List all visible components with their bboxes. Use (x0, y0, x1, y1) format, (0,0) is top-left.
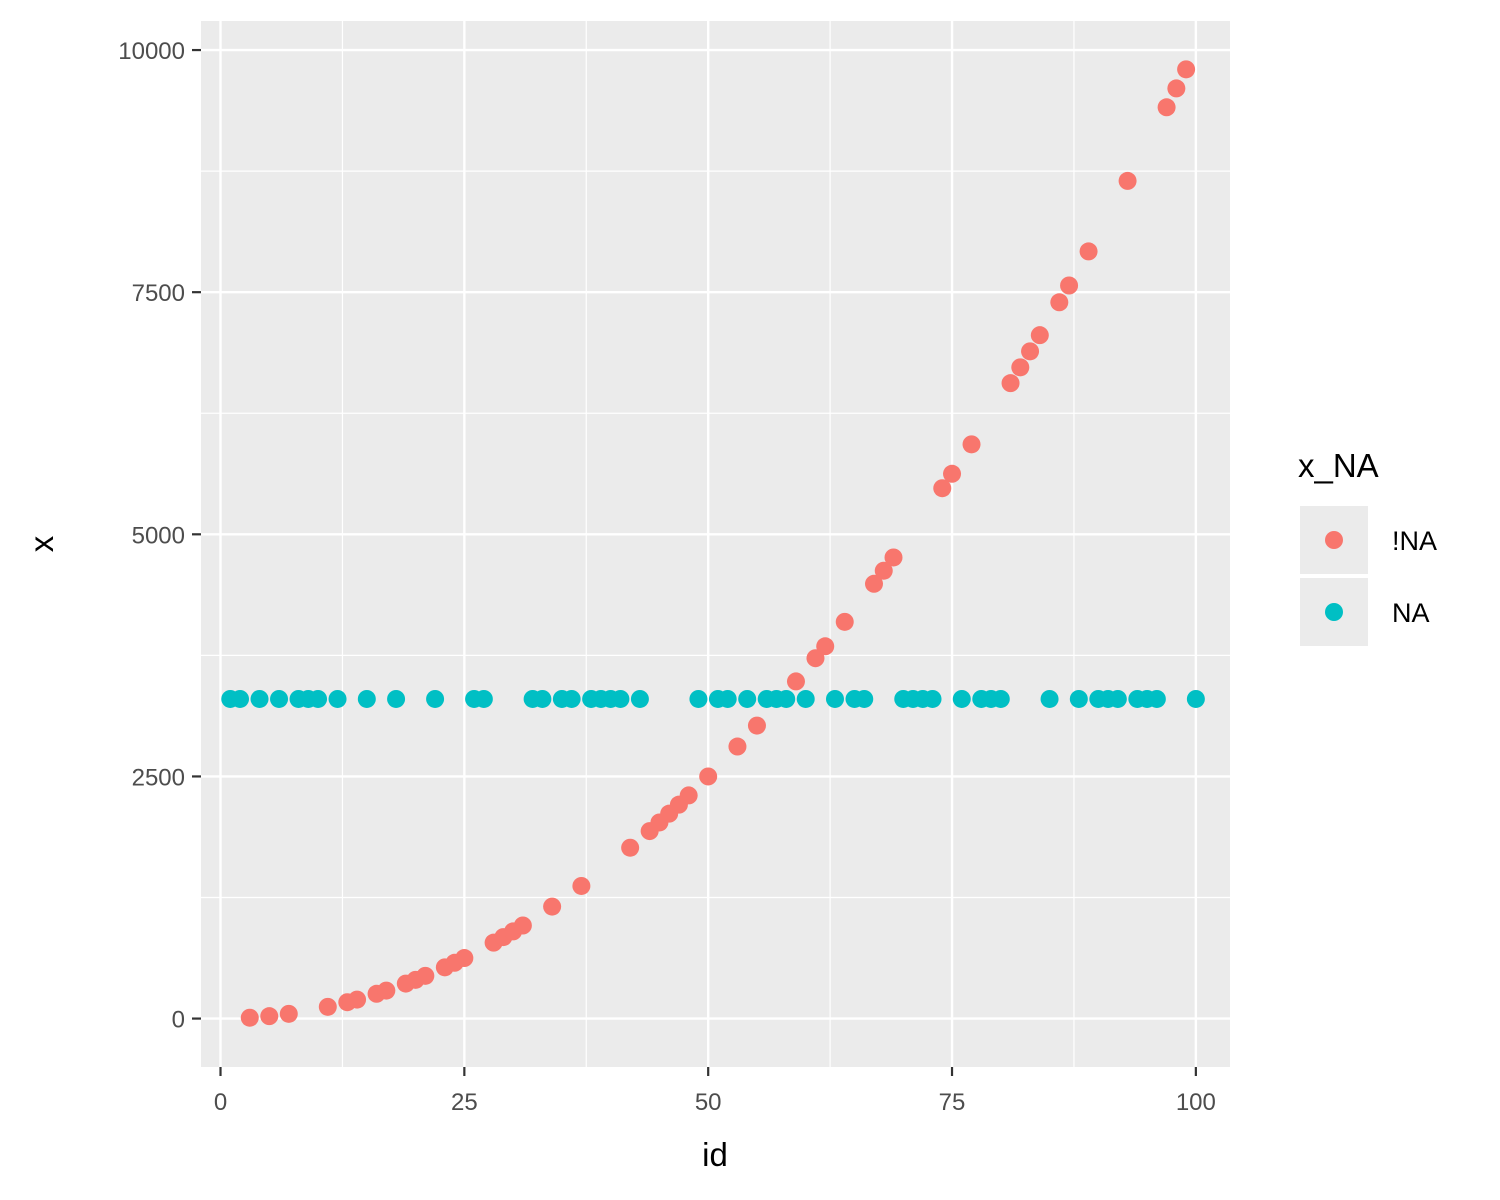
point-notna (786, 672, 805, 691)
point-notna (679, 786, 698, 805)
point-notna (1001, 374, 1020, 393)
minor-grid (201, 21, 1230, 1067)
y-tick-label: 7500 (132, 280, 185, 307)
legend-label-notna: !NA (1392, 526, 1437, 556)
legend-marker-na (1325, 603, 1343, 621)
plot-panel (201, 21, 1230, 1067)
point-na (825, 689, 844, 708)
y-tick-label: 10000 (118, 38, 185, 65)
point-na (328, 689, 347, 708)
y-axis: 0 2500 5000 7500 10000 (118, 38, 201, 1034)
point-notna (933, 479, 952, 498)
x-axis: 0 25 50 75 100 (214, 1067, 1216, 1116)
point-na (718, 689, 737, 708)
point-notna (1167, 79, 1186, 98)
x-tick-label: 100 (1176, 1089, 1216, 1116)
point-notna (806, 649, 825, 668)
point-notna (864, 574, 883, 593)
point-notna (416, 966, 435, 985)
point-na (855, 689, 874, 708)
point-notna (1050, 293, 1069, 312)
point-na (387, 689, 406, 708)
point-notna (835, 612, 854, 631)
point-notna (874, 561, 893, 580)
point-na (630, 689, 649, 708)
point-na (474, 689, 493, 708)
point-na (738, 689, 757, 708)
x-tick-label: 0 (214, 1089, 227, 1116)
point-na (1186, 689, 1205, 708)
point-na (250, 689, 269, 708)
point-notna (279, 1004, 298, 1023)
point-notna (728, 737, 747, 756)
point-notna (621, 838, 640, 857)
y-tick-label: 0 (172, 1007, 185, 1034)
point-notna (1157, 98, 1176, 117)
point-notna (377, 981, 396, 1000)
series-na-points (221, 689, 1205, 708)
point-notna (1021, 342, 1040, 361)
y-tick-label: 5000 (132, 522, 185, 549)
y-tick-label: 2500 (132, 764, 185, 791)
x-tick-label: 50 (695, 1089, 722, 1116)
point-notna (1177, 60, 1196, 79)
legend: x_NA !NA NA (1298, 447, 1437, 646)
point-na (611, 689, 630, 708)
point-na (796, 689, 815, 708)
point-na (1147, 689, 1166, 708)
point-notna (747, 716, 766, 735)
point-na (309, 689, 328, 708)
point-na (1069, 689, 1088, 708)
point-na (357, 689, 376, 708)
point-notna (1079, 242, 1098, 261)
point-na (231, 689, 250, 708)
point-notna (240, 1008, 259, 1027)
point-notna (543, 897, 562, 916)
point-notna (816, 637, 835, 656)
point-na (562, 689, 581, 708)
point-na (270, 689, 289, 708)
x-tick-label: 75 (939, 1089, 966, 1116)
point-notna (1011, 358, 1030, 377)
point-notna (699, 767, 718, 786)
y-axis-title: x (23, 535, 60, 552)
point-na (1108, 689, 1127, 708)
point-na (991, 689, 1010, 708)
point-na (689, 689, 708, 708)
point-notna (318, 997, 337, 1016)
point-notna (1118, 171, 1137, 190)
point-notna (884, 548, 903, 567)
point-na (533, 689, 552, 708)
point-na (426, 689, 445, 708)
series-notna-points (240, 60, 1196, 1027)
x-tick-label: 25 (451, 1089, 478, 1116)
x-axis-title: id (702, 1136, 728, 1173)
point-notna (260, 1007, 279, 1026)
point-na (923, 689, 942, 708)
point-na (1040, 689, 1059, 708)
legend-marker-notna (1325, 531, 1343, 549)
point-notna (1060, 276, 1079, 295)
legend-title: x_NA (1298, 447, 1379, 484)
legend-label-na: NA (1392, 598, 1430, 628)
point-na (777, 689, 796, 708)
point-notna (455, 949, 474, 968)
point-notna (962, 435, 981, 454)
point-notna (572, 876, 591, 895)
point-na (952, 689, 971, 708)
point-notna (1030, 326, 1049, 345)
point-notna (943, 464, 962, 483)
point-notna (513, 916, 532, 935)
point-notna (348, 990, 367, 1009)
